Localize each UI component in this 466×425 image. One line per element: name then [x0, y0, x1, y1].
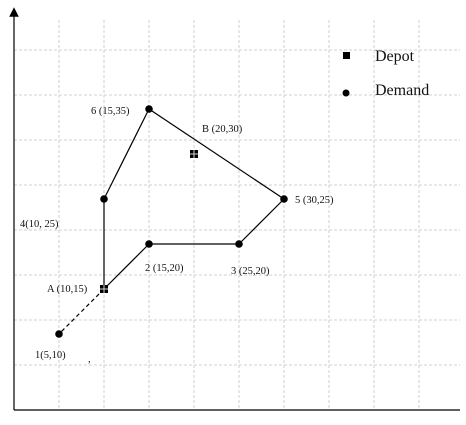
node-label-A: A (10,15) [47, 284, 88, 295]
demand-node-1 [55, 330, 63, 338]
node-label-2: 2 (15,20) [145, 263, 184, 274]
demand-node-2 [145, 240, 153, 248]
routes [58, 108, 285, 335]
route-edge-5-6 [148, 108, 285, 200]
route-edge-3-5 [238, 198, 285, 245]
demand-node-4 [100, 195, 108, 203]
legend-depot-icon [343, 52, 350, 59]
demand-node-6 [145, 105, 153, 113]
node-label-5: 5 (30,25) [295, 195, 334, 206]
demand-node-3 [235, 240, 243, 248]
route-edge-6-4 [103, 108, 150, 200]
legend-demand-label: Demand [375, 82, 429, 99]
node-labels: A (10,15) B (20,30) 1(5,10) 2 (15,20) 3 (25,… [20, 106, 334, 361]
nodes [55, 105, 288, 338]
legend-depot-label: Depot [375, 48, 415, 65]
node-label-B: B (20,30) [202, 124, 243, 135]
node-label-3: 3 (25,20) [231, 266, 270, 277]
route-edge-A-2 [103, 243, 150, 290]
legend-demand-icon [342, 89, 350, 97]
depot-node-A [100, 285, 108, 293]
route-edge-A-1 [58, 288, 105, 335]
legend: Depot Demand [342, 48, 429, 99]
stray-mark: , [88, 354, 91, 365]
node-label-4: 4(10, 25) [20, 219, 59, 230]
node-label-1: 1(5,10) [35, 350, 66, 361]
node-label-6: 6 (15,35) [91, 106, 130, 117]
demand-node-5 [280, 195, 288, 203]
grid [14, 20, 460, 410]
depot-node-B [190, 150, 198, 158]
